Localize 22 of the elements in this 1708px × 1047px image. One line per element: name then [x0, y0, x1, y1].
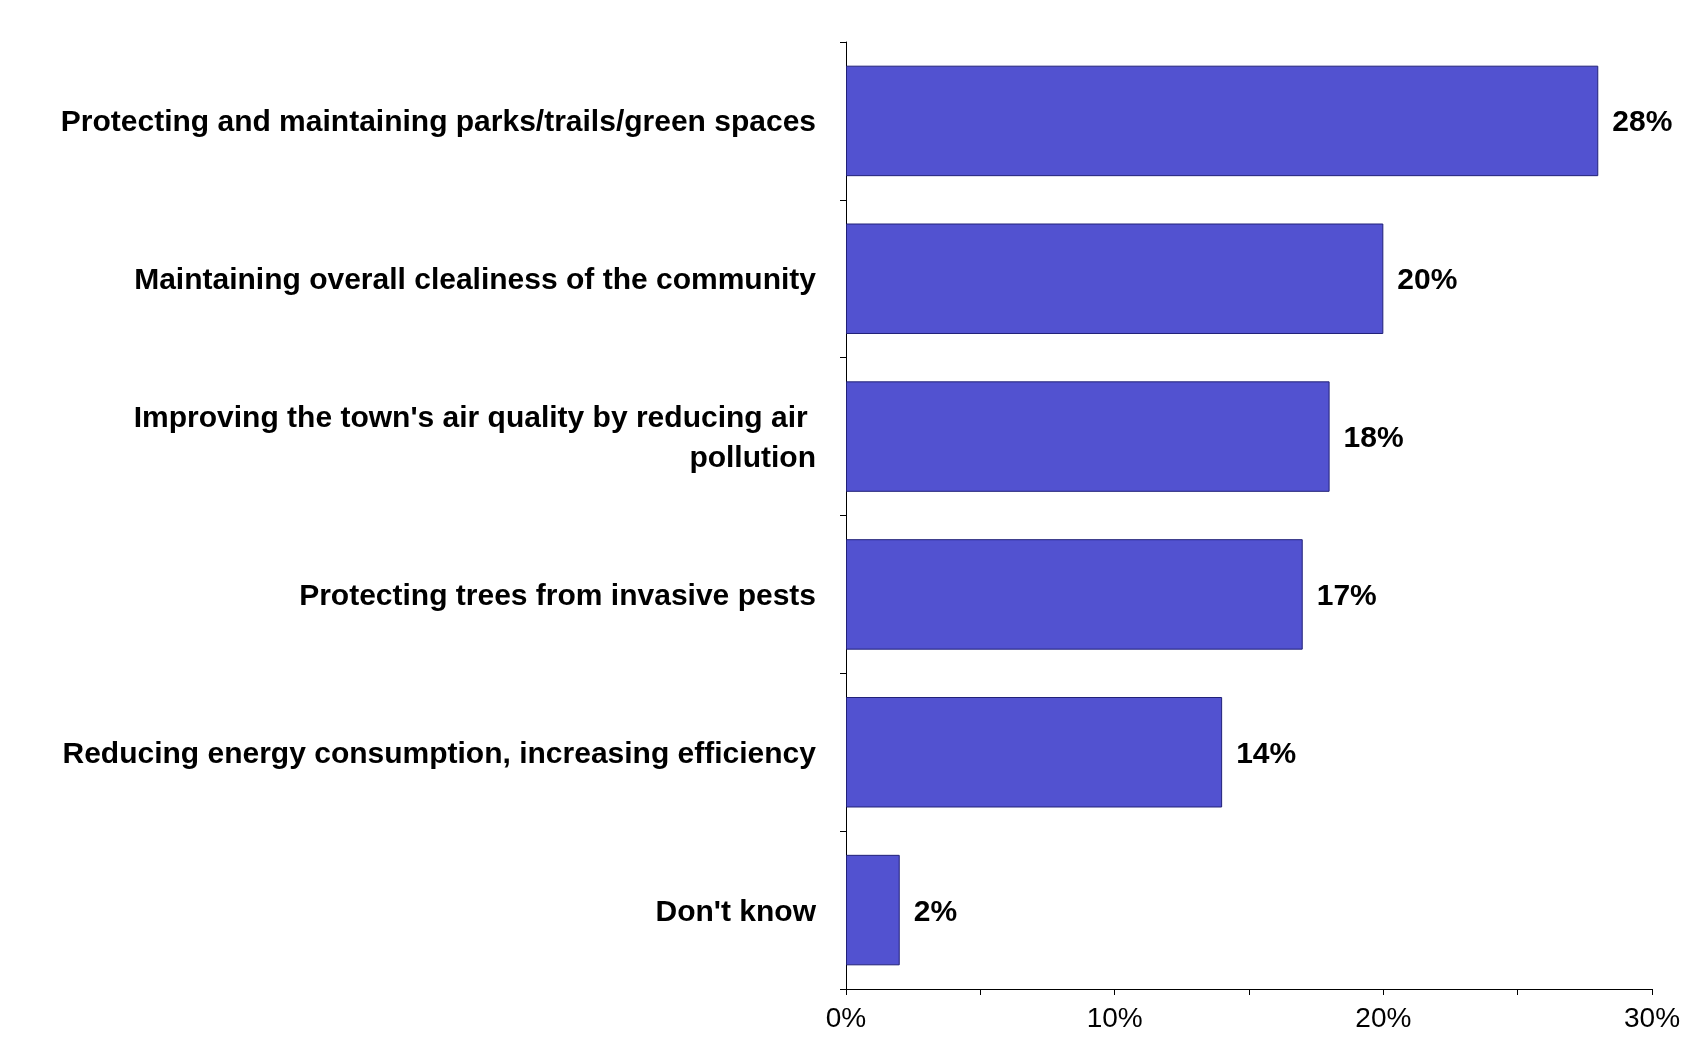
y-tick-label: Reducing energy consumption, increasing efficiency	[62, 735, 817, 769]
bar	[846, 381, 1330, 492]
y-tick-label: Protecting and maintaining parks/trails/green spaces	[60, 104, 816, 138]
data-label: 28%	[1612, 104, 1673, 138]
bar	[846, 854, 900, 966]
y-tick-label: Protecting trees from invasive pests	[299, 577, 816, 611]
data-label: 17%	[1316, 577, 1377, 611]
x-tick-label: 10%	[1086, 1001, 1143, 1033]
y-tick-label: Improving the town's air quality by reducing air pollution	[133, 400, 816, 474]
data-label: 18%	[1343, 420, 1404, 454]
data-label: 2%	[913, 893, 958, 927]
data-label: 20%	[1397, 262, 1458, 296]
data-label: 14%	[1236, 735, 1297, 769]
y-tick-label: Maintaining overall clealiness of the community	[134, 262, 817, 296]
y-tick-label: Don't know	[655, 893, 817, 927]
bar	[846, 223, 1384, 334]
bar	[846, 65, 1599, 177]
x-tick-label: 30%	[1623, 1001, 1681, 1033]
bar	[846, 697, 1223, 808]
x-tick-label: 20%	[1355, 1001, 1412, 1033]
bar	[846, 539, 1303, 650]
x-tick-label: 0%	[825, 1001, 867, 1033]
